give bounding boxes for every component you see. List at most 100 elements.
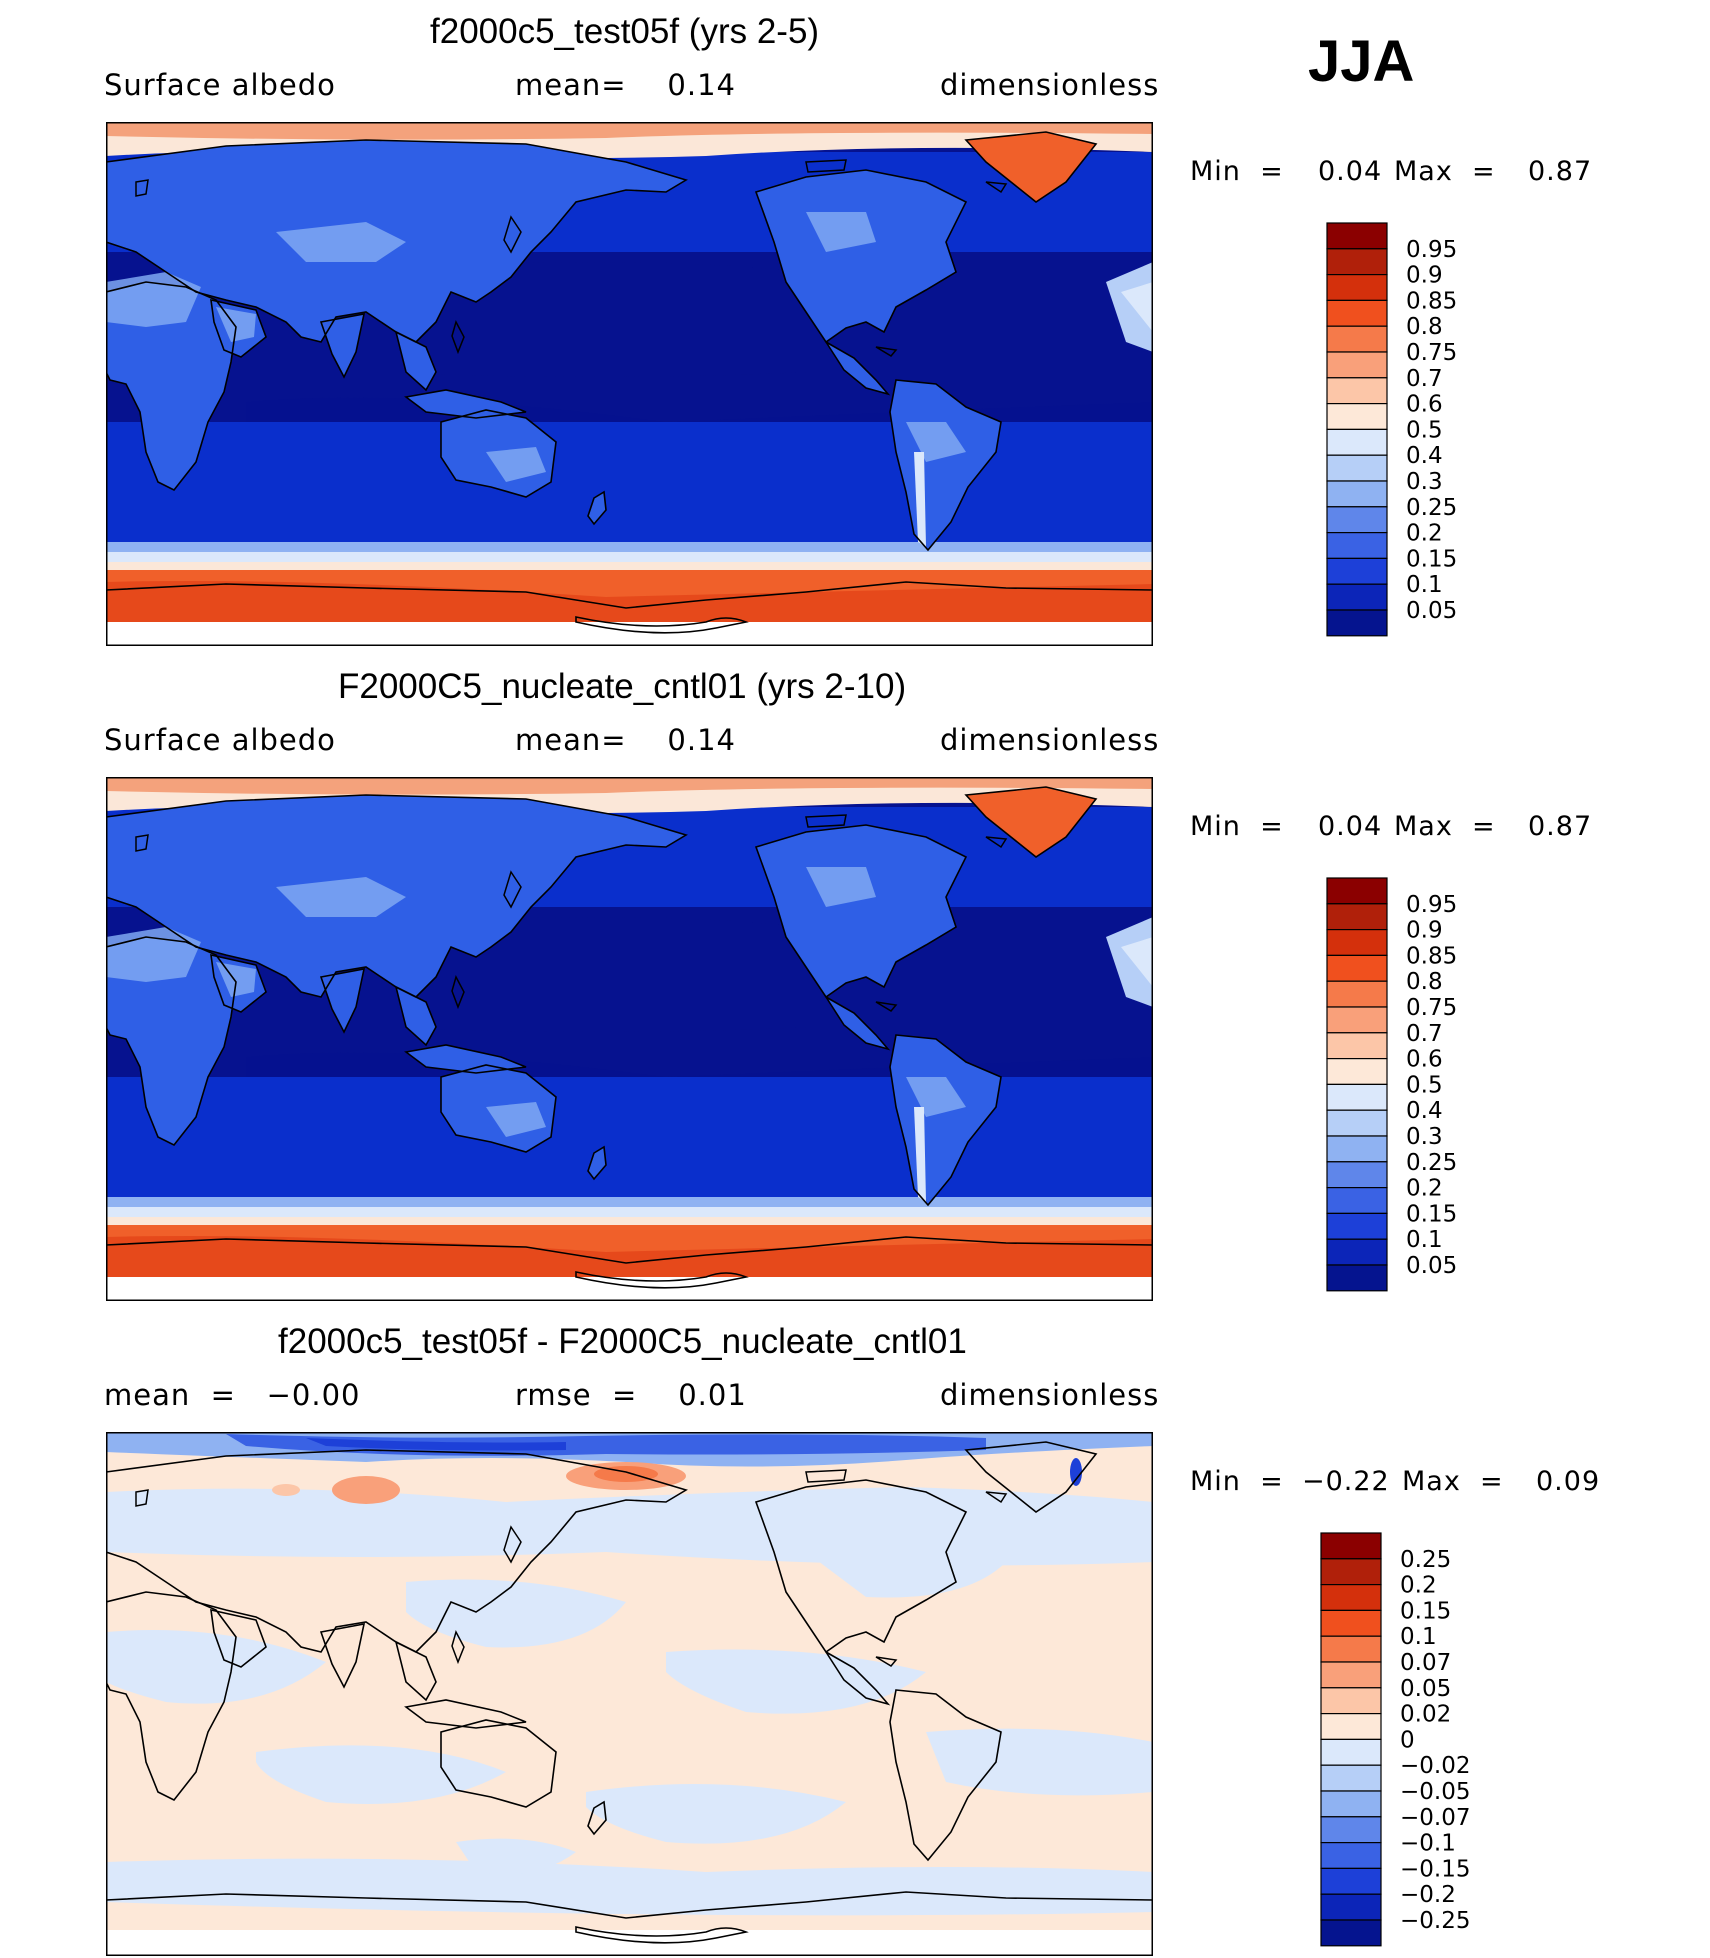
panel-1-mean-label: mean= 0.14 bbox=[515, 68, 736, 102]
colorbar-tick-label: 0.05 bbox=[1406, 598, 1457, 624]
colorbar-tick-label: 0.7 bbox=[1406, 366, 1443, 392]
colorbar-swatch bbox=[1326, 1006, 1388, 1034]
colorbar-tick-label: −0.25 bbox=[1400, 1908, 1470, 1934]
colorbar-swatch bbox=[1326, 1135, 1388, 1163]
colorbar-tick-label: 0.2 bbox=[1400, 1573, 1437, 1599]
colorbar-swatch bbox=[1326, 609, 1388, 637]
colorbar-swatch bbox=[1326, 954, 1388, 982]
colorbar-tick-label: 0.3 bbox=[1406, 469, 1443, 495]
colorbar-swatch bbox=[1320, 1842, 1382, 1870]
colorbar-tick-label: 0 bbox=[1400, 1727, 1415, 1753]
colorbar-swatch bbox=[1320, 1919, 1382, 1947]
panel-3-colorbar: 0.25 0.2 0.15 0.1 0.07 0.05 0.02 0 −0.02 −0.05 −0.… bbox=[1320, 1532, 1490, 1949]
colorbar-tick-label: 0.2 bbox=[1406, 1176, 1443, 1202]
colorbar-swatch bbox=[1326, 428, 1388, 456]
colorbar-swatch bbox=[1326, 454, 1388, 482]
colorbar-tick-label: 0.5 bbox=[1406, 417, 1443, 443]
panel-3-title: f2000c5_test05f - F2000C5_nucleate_cntl0… bbox=[278, 1322, 967, 1361]
colorbar-tick-label: 0.25 bbox=[1400, 1547, 1451, 1573]
colorbar-tick-label: −0.1 bbox=[1400, 1831, 1456, 1857]
colorbar-swatch bbox=[1326, 928, 1388, 956]
colorbar-tick-label: 0.15 bbox=[1406, 546, 1457, 572]
colorbar-tick-label: 0.8 bbox=[1406, 969, 1443, 995]
colorbar-swatch bbox=[1326, 1161, 1388, 1189]
colorbar-tick-label: 0.6 bbox=[1406, 392, 1443, 418]
colorbar-swatch bbox=[1326, 1264, 1388, 1292]
colorbar-swatch bbox=[1320, 1764, 1382, 1792]
panel-1-max-value: 0.87 bbox=[1528, 156, 1593, 187]
panel-2-colorbar: 0.95 0.9 0.85 0.8 0.75 0.7 0.6 0.5 0.4 0.3 0.25 0.2… bbox=[1326, 877, 1496, 1294]
colorbar-swatch bbox=[1320, 1635, 1382, 1663]
colorbar-swatch bbox=[1320, 1790, 1382, 1818]
panel-2-min-label: Min = bbox=[1190, 811, 1284, 842]
panel-1-map bbox=[106, 122, 1153, 646]
panel-3-units-label: dimensionless bbox=[940, 1378, 1160, 1412]
panel-2-units-label: dimensionless bbox=[940, 723, 1160, 757]
colorbar-swatch bbox=[1320, 1532, 1382, 1560]
colorbar-swatch bbox=[1320, 1867, 1382, 1895]
colorbar-tick-label: 0.7 bbox=[1406, 1021, 1443, 1047]
colorbar-tick-label: 0.5 bbox=[1406, 1072, 1443, 1098]
colorbar-swatch bbox=[1326, 403, 1388, 431]
colorbar-swatch bbox=[1326, 1212, 1388, 1240]
colorbar-tick-label: 0.1 bbox=[1406, 1227, 1443, 1253]
colorbar-swatch bbox=[1326, 248, 1388, 276]
colorbar-tick-label: −0.07 bbox=[1400, 1805, 1470, 1831]
colorbar-tick-label: 0.1 bbox=[1400, 1624, 1437, 1650]
colorbar-swatch bbox=[1320, 1687, 1382, 1715]
colorbar-swatch bbox=[1326, 299, 1388, 327]
colorbar-swatch bbox=[1326, 351, 1388, 379]
colorbar-swatch bbox=[1320, 1893, 1382, 1921]
colorbar-swatch bbox=[1320, 1609, 1382, 1637]
colorbar-tick-label: 0.85 bbox=[1406, 943, 1457, 969]
colorbar-tick-label: −0.05 bbox=[1400, 1779, 1470, 1805]
colorbar-tick-label: 0.05 bbox=[1400, 1676, 1451, 1702]
colorbar-tick-label: 0.15 bbox=[1406, 1201, 1457, 1227]
colorbar-tick-label: 0.25 bbox=[1406, 495, 1457, 521]
colorbar-tick-label: 0.75 bbox=[1406, 340, 1457, 366]
panel-3-min-value: −0.22 bbox=[1302, 1466, 1390, 1497]
panel-2-max-value: 0.87 bbox=[1528, 811, 1593, 842]
colorbar-tick-label: 0.25 bbox=[1406, 1150, 1457, 1176]
panel-3-max-label: Max = bbox=[1402, 1466, 1504, 1497]
colorbar-tick-label: 0.9 bbox=[1406, 918, 1443, 944]
colorbar-tick-label: 0.95 bbox=[1406, 892, 1457, 918]
colorbar-swatch bbox=[1326, 877, 1388, 905]
panel-3-max-value: 0.09 bbox=[1536, 1466, 1601, 1497]
colorbar-tick-label: 0.3 bbox=[1406, 1124, 1443, 1150]
colorbar-swatch bbox=[1320, 1738, 1382, 1766]
colorbar-tick-label: 0.4 bbox=[1406, 443, 1443, 469]
colorbar-tick-label: −0.2 bbox=[1400, 1882, 1456, 1908]
colorbar-tick-label: 0.05 bbox=[1406, 1253, 1457, 1279]
colorbar-swatch bbox=[1326, 506, 1388, 534]
colorbar-swatch bbox=[1326, 480, 1388, 508]
panel-2-field-label: Surface albedo bbox=[104, 723, 336, 757]
colorbar-tick-label: 0.1 bbox=[1406, 572, 1443, 598]
panel-3-mean-label: mean = −0.00 bbox=[104, 1378, 361, 1412]
panel-1-field-label: Surface albedo bbox=[104, 68, 336, 102]
colorbar-swatch bbox=[1326, 583, 1388, 611]
colorbar-swatch bbox=[1326, 532, 1388, 560]
colorbar-swatch bbox=[1326, 1238, 1388, 1266]
colorbar-tick-label: 0.95 bbox=[1406, 237, 1457, 263]
colorbar-swatch bbox=[1326, 980, 1388, 1008]
panel-2-max-label: Max = bbox=[1394, 811, 1496, 842]
panel-1-title: f2000c5_test05f (yrs 2-5) bbox=[430, 12, 820, 51]
colorbar-swatch bbox=[1326, 557, 1388, 585]
colorbar-tick-label: 0.75 bbox=[1406, 995, 1457, 1021]
colorbar-swatch bbox=[1326, 1083, 1388, 1111]
panel-1-min-label: Min = bbox=[1190, 156, 1284, 187]
colorbar-swatch bbox=[1326, 903, 1388, 931]
colorbar-tick-label: 0.8 bbox=[1406, 314, 1443, 340]
colorbar-swatch bbox=[1320, 1816, 1382, 1844]
panel-1-units-label: dimensionless bbox=[940, 68, 1160, 102]
panel-2-mean-label: mean= 0.14 bbox=[515, 723, 736, 757]
colorbar-tick-label: 0.85 bbox=[1406, 288, 1457, 314]
season-label: JJA bbox=[1308, 29, 1415, 94]
colorbar-tick-label: 0.6 bbox=[1406, 1047, 1443, 1073]
colorbar-swatch bbox=[1326, 1058, 1388, 1086]
colorbar-tick-label: 0.15 bbox=[1400, 1598, 1451, 1624]
colorbar-tick-label: −0.15 bbox=[1400, 1856, 1470, 1882]
panel-2-title: F2000C5_nucleate_cntl01 (yrs 2-10) bbox=[338, 667, 907, 706]
colorbar-tick-label: 0.02 bbox=[1400, 1702, 1451, 1728]
